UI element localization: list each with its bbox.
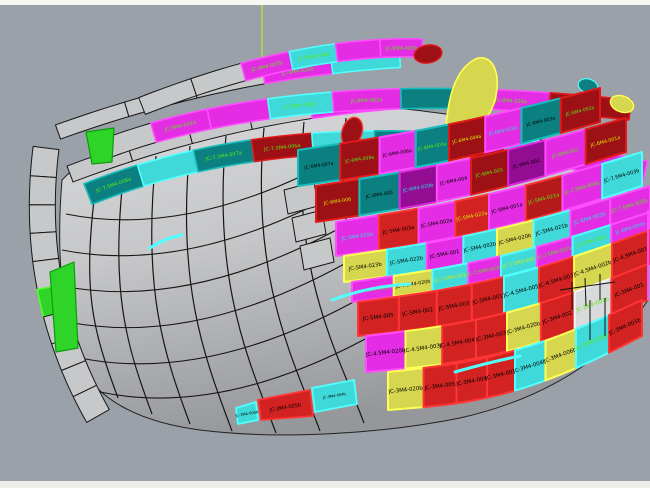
wireframe-line bbox=[61, 217, 359, 293]
plate-label: JC-9M4-020b bbox=[280, 66, 313, 77]
plate-label: JC-5M4-001 bbox=[429, 249, 460, 261]
plate-label: JC-5M4-020a bbox=[340, 231, 373, 242]
row-6M4: JC-6M4-006 JC-6M4-005 JC-6M4-020b JC-6M4-00… bbox=[315, 117, 627, 223]
viewport-border-bottom bbox=[0, 481, 650, 488]
plate-label: JC-4.5M4-003b bbox=[403, 343, 445, 355]
wireframe-line bbox=[99, 331, 379, 399]
plate-label: JC-3M4-020b bbox=[387, 385, 423, 395]
row-5M4b: JC-5M4-023b JC-5M4-022b JC-5M4-001 JC-5M4-0… bbox=[343, 185, 650, 283]
plate-label: JC-5M4-003 bbox=[437, 301, 470, 313]
band-segment-magenta[interactable] bbox=[334, 38, 382, 63]
bottom-plate-row: JC-3M4-006b JC-3M4-005b JC-3M4-004b bbox=[234, 379, 358, 425]
plate-label: JC-3M4-005 bbox=[423, 381, 456, 391]
band-segment-gray[interactable] bbox=[72, 384, 110, 423]
plate-grid: JC-6M4-007aJC-6M4-008aJC-6M4-006aJC-6M4-… bbox=[297, 87, 650, 411]
plate-label: JC-7.5M4-002b bbox=[354, 285, 391, 296]
plate-label: JC-7.5M4-001 bbox=[433, 272, 467, 284]
plate-JC-3M4-005b[interactable] bbox=[257, 389, 314, 421]
row-6M4-deck: JC-6M4-007aJC-6M4-008aJC-6M4-006aJC-6M4-… bbox=[297, 87, 601, 187]
band-segment-gray[interactable] bbox=[29, 231, 60, 263]
wireframe-line bbox=[67, 253, 363, 329]
plate-label: JC-3M4-005b bbox=[268, 402, 302, 414]
plate-label: JC-5M4-002 bbox=[401, 307, 434, 318]
plate-label: JC-4.5M4-020b bbox=[365, 348, 407, 359]
plate-JC-7.5M4-003b[interactable] bbox=[601, 151, 643, 200]
deck-edge-highlight bbox=[453, 354, 522, 374]
highlight-panel-upper[interactable] bbox=[85, 127, 115, 165]
strip-tip-darkred bbox=[413, 44, 443, 64]
band-segment-gray[interactable] bbox=[29, 145, 60, 178]
plate-label: JC-5M4-022b bbox=[389, 255, 424, 267]
plate-label: JC-6M4-004 bbox=[439, 175, 468, 187]
band-segment-gray[interactable] bbox=[28, 204, 57, 234]
plate-label: JC-3M4-006b bbox=[234, 410, 259, 418]
wireframe-line bbox=[185, 145, 233, 432]
plate-label: JC-5M4-003a bbox=[381, 225, 414, 236]
plate-label: JC-6M4-007a bbox=[303, 161, 334, 171]
frame-line bbox=[559, 281, 616, 291]
plate-label: JC-7.5M4-020b bbox=[394, 279, 431, 291]
plate-JC-3M4-006b[interactable] bbox=[235, 401, 259, 425]
deck-edge-highlight bbox=[148, 233, 184, 250]
plate-JC-3M4-004b[interactable] bbox=[311, 379, 358, 413]
plate-label: JC-6M4-006a bbox=[382, 148, 413, 159]
plate-label: JC-6M4-006 bbox=[322, 197, 351, 207]
plate-label: JC-3M4-004b bbox=[322, 392, 347, 400]
plate-label: JC-5M4-023b bbox=[347, 262, 382, 273]
plate-label: JC-5M4-005 bbox=[362, 313, 395, 323]
plate-JC-6M4-001a[interactable] bbox=[584, 117, 627, 166]
plate-label: JC-6M4-008a bbox=[344, 154, 375, 165]
plate-label: JC-9M4-002a bbox=[349, 97, 382, 105]
hull-quad bbox=[299, 237, 335, 271]
row-4.5M4: JC-4.5M4-020bJC-4.5M4-003bJC-4.5M4-004bJ… bbox=[365, 263, 649, 373]
plate-label: JC-6M4-005a bbox=[416, 141, 447, 153]
plate-label: JC-6M4-020b bbox=[402, 183, 434, 195]
plate-JC-3M4-001b[interactable] bbox=[607, 299, 643, 354]
plate-label: JC-6M4-005 bbox=[364, 190, 393, 201]
viewport-border-top bbox=[0, 0, 650, 5]
band-segment-JC-9M4-002b[interactable] bbox=[379, 37, 424, 59]
plate-JC-6M4-002a[interactable] bbox=[559, 87, 601, 134]
plate-label: JC-9M4-002b bbox=[384, 46, 417, 52]
plate-label: JC-7.5M4-006a bbox=[263, 143, 301, 153]
wireframe-line bbox=[79, 293, 369, 365]
wireframe-line bbox=[118, 169, 153, 415]
wireframe-line bbox=[89, 183, 119, 399]
frame-line bbox=[584, 277, 587, 307]
plate-label: JC-9M4-004b bbox=[297, 51, 331, 62]
deck-edge-highlight bbox=[330, 282, 412, 302]
plate-label: JC-9M4-020a bbox=[494, 98, 527, 106]
plate-label: JC-9M4-022b bbox=[283, 101, 316, 110]
band-segment-gray[interactable] bbox=[28, 175, 57, 206]
strip-tip-yellow bbox=[609, 94, 635, 114]
highlight-panel-lower[interactable] bbox=[49, 261, 79, 353]
